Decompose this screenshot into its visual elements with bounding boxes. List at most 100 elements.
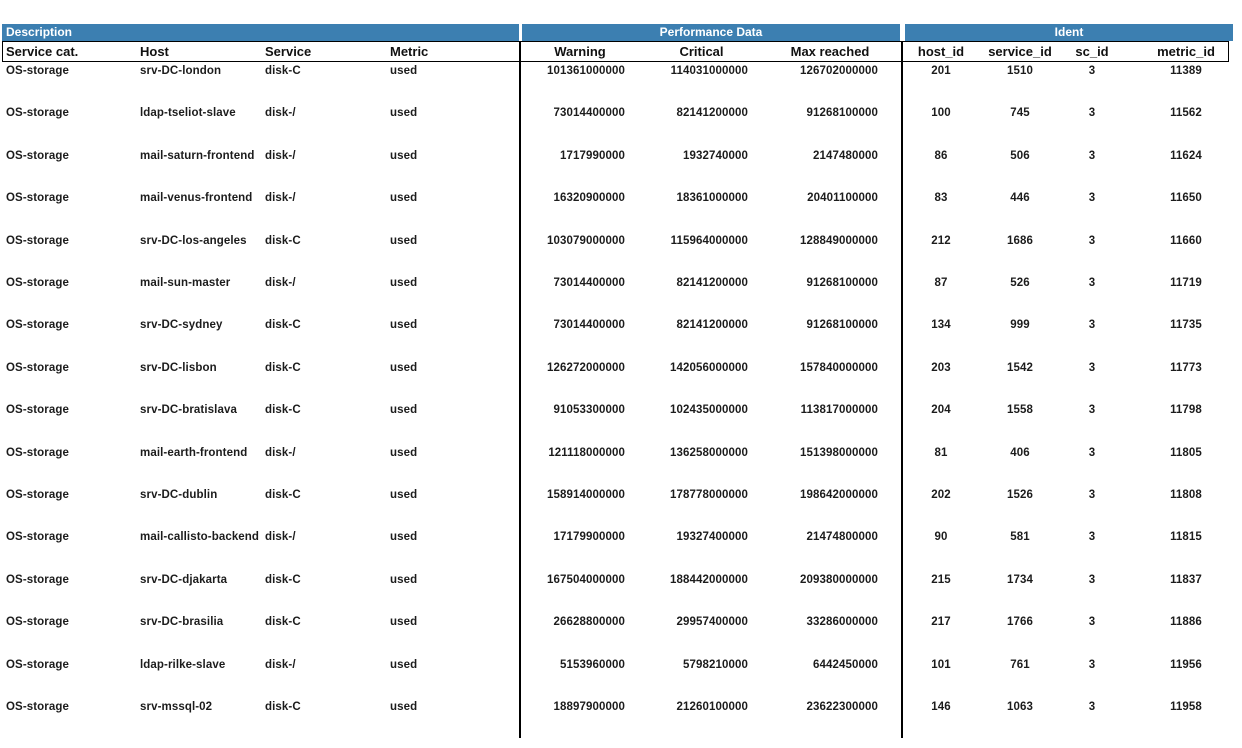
cell-sc-id: 3 [1088, 489, 1096, 501]
cell-service-id: 1766 [1007, 616, 1033, 629]
cell-sc-id: 3 [1088, 234, 1096, 247]
cell-metric: used [390, 107, 418, 120]
cell-metric-id: 11798 [1170, 404, 1202, 417]
cell-service-category: OS-storage [6, 489, 69, 501]
cell-metric: used [390, 234, 418, 247]
cell-host: mail-callisto-backend [140, 531, 260, 544]
cell-critical: 142056000000 [670, 361, 748, 374]
cell-sc-id: 3 [1088, 149, 1096, 162]
cell-host: ldap-tseliot-slave [140, 107, 236, 120]
cell-host-id: 204 [931, 404, 951, 417]
cell-max-reached: 126702000000 [800, 65, 878, 77]
table-row: OS-storage mail-venus-frontend disk-/ us… [0, 191, 1242, 233]
cell-critical: 114031000000 [670, 65, 748, 77]
cell-service-id: 1686 [1007, 234, 1033, 247]
cell-host-id: 203 [931, 361, 951, 374]
cell-service: disk-/ [265, 658, 296, 671]
cell-metric-id: 11886 [1170, 616, 1202, 629]
cell-metric-id: 11650 [1170, 192, 1202, 205]
cell-max-reached: 151398000000 [800, 446, 878, 459]
cell-sc-id: 3 [1088, 319, 1096, 332]
column-header-service-cat: Service cat. [6, 44, 79, 59]
section-header-performance-data: Performance Data [522, 24, 900, 41]
column-header-box-ident [902, 41, 1229, 62]
cell-metric: used [390, 616, 418, 629]
cell-host: srv-DC-lisbon [140, 361, 217, 374]
cell-service: disk-C [265, 404, 301, 417]
cell-sc-id: 3 [1088, 531, 1096, 544]
cell-host: srv-DC-los-angeles [140, 234, 247, 247]
cell-host: ldap-rilke-slave [140, 658, 226, 671]
cell-warning: 18897900000 [553, 701, 625, 713]
cell-service-category: OS-storage [6, 701, 69, 713]
column-header-sc-id: sc_id [1075, 44, 1109, 59]
cell-service: disk-C [265, 489, 301, 501]
cell-critical: 136258000000 [670, 446, 748, 459]
cell-sc-id: 3 [1088, 446, 1096, 459]
cell-metric: used [390, 192, 418, 205]
cell-host-id: 201 [931, 65, 951, 77]
cell-metric: used [390, 573, 418, 586]
cell-metric-id: 11773 [1170, 361, 1202, 374]
cell-sc-id: 3 [1088, 701, 1096, 713]
cell-metric: used [390, 658, 418, 671]
cell-warning: 73014400000 [553, 107, 625, 120]
cell-warning: 167504000000 [547, 573, 625, 586]
cell-max-reached: 20401100000 [807, 192, 878, 205]
cell-metric: used [390, 149, 418, 162]
cell-service-id: 999 [1010, 319, 1030, 332]
table-row: OS-storage srv-DC-bratislava disk-C used… [0, 403, 1242, 445]
cell-critical: 188442000000 [670, 573, 748, 586]
cell-metric-id: 11735 [1170, 319, 1202, 332]
cell-max-reached: 23622300000 [806, 701, 878, 713]
cell-warning: 126272000000 [547, 361, 625, 374]
cell-sc-id: 3 [1088, 616, 1096, 629]
cell-critical: 29957400000 [676, 616, 748, 629]
cell-critical: 82141200000 [676, 107, 748, 120]
cell-metric-id: 11956 [1170, 658, 1202, 671]
table-row: OS-storage srv-DC-sydney disk-C used 730… [0, 318, 1242, 360]
cell-metric-id: 11562 [1170, 107, 1202, 120]
cell-service-category: OS-storage [6, 531, 69, 544]
cell-warning: 73014400000 [553, 319, 625, 332]
cell-host: srv-DC-london [140, 65, 222, 77]
cell-sc-id: 3 [1088, 192, 1096, 205]
cell-host-id: 81 [934, 446, 948, 459]
table-row: OS-storage srv-DC-dublin disk-C used 158… [0, 488, 1242, 530]
cell-service: disk-C [265, 616, 301, 629]
cell-service-id: 1526 [1007, 489, 1033, 501]
cell-service: disk-/ [265, 149, 296, 162]
cell-service-category: OS-storage [6, 192, 69, 205]
cell-metric-id: 11719 [1170, 277, 1202, 289]
cell-service: disk-/ [265, 192, 296, 205]
cell-metric: used [390, 531, 418, 544]
cell-sc-id: 3 [1088, 277, 1096, 289]
column-header-metric-id: metric_id [1157, 44, 1215, 59]
cell-sc-id: 3 [1088, 404, 1096, 417]
cell-sc-id: 3 [1088, 361, 1096, 374]
cell-service-id: 745 [1010, 107, 1030, 120]
column-header-host-id: host_id [917, 44, 965, 59]
cell-max-reached: 21474800000 [806, 531, 878, 544]
column-header-box-description [2, 41, 520, 62]
cell-service-id: 581 [1010, 531, 1030, 544]
cell-service-category: OS-storage [6, 658, 69, 671]
cell-service-id: 526 [1010, 277, 1030, 289]
cell-metric-id: 11389 [1170, 65, 1202, 77]
cell-sc-id: 3 [1088, 107, 1096, 120]
cell-host-id: 215 [931, 573, 951, 586]
cell-service-id: 1542 [1007, 361, 1033, 374]
cell-service-category: OS-storage [6, 234, 69, 247]
cell-host: mail-venus-frontend [140, 192, 253, 205]
section-divider-line-right [901, 41, 903, 738]
table-row: OS-storage mail-saturn-frontend disk-/ u… [0, 149, 1242, 191]
cell-metric: used [390, 701, 418, 713]
cell-warning: 91053300000 [553, 404, 625, 417]
cell-warning: 26628800000 [553, 616, 625, 629]
cell-warning: 73014400000 [553, 277, 625, 289]
cell-host-id: 212 [931, 234, 951, 247]
cell-host-id: 86 [934, 149, 948, 162]
cell-sc-id: 3 [1088, 65, 1096, 77]
section-header-description: Description [2, 24, 519, 41]
